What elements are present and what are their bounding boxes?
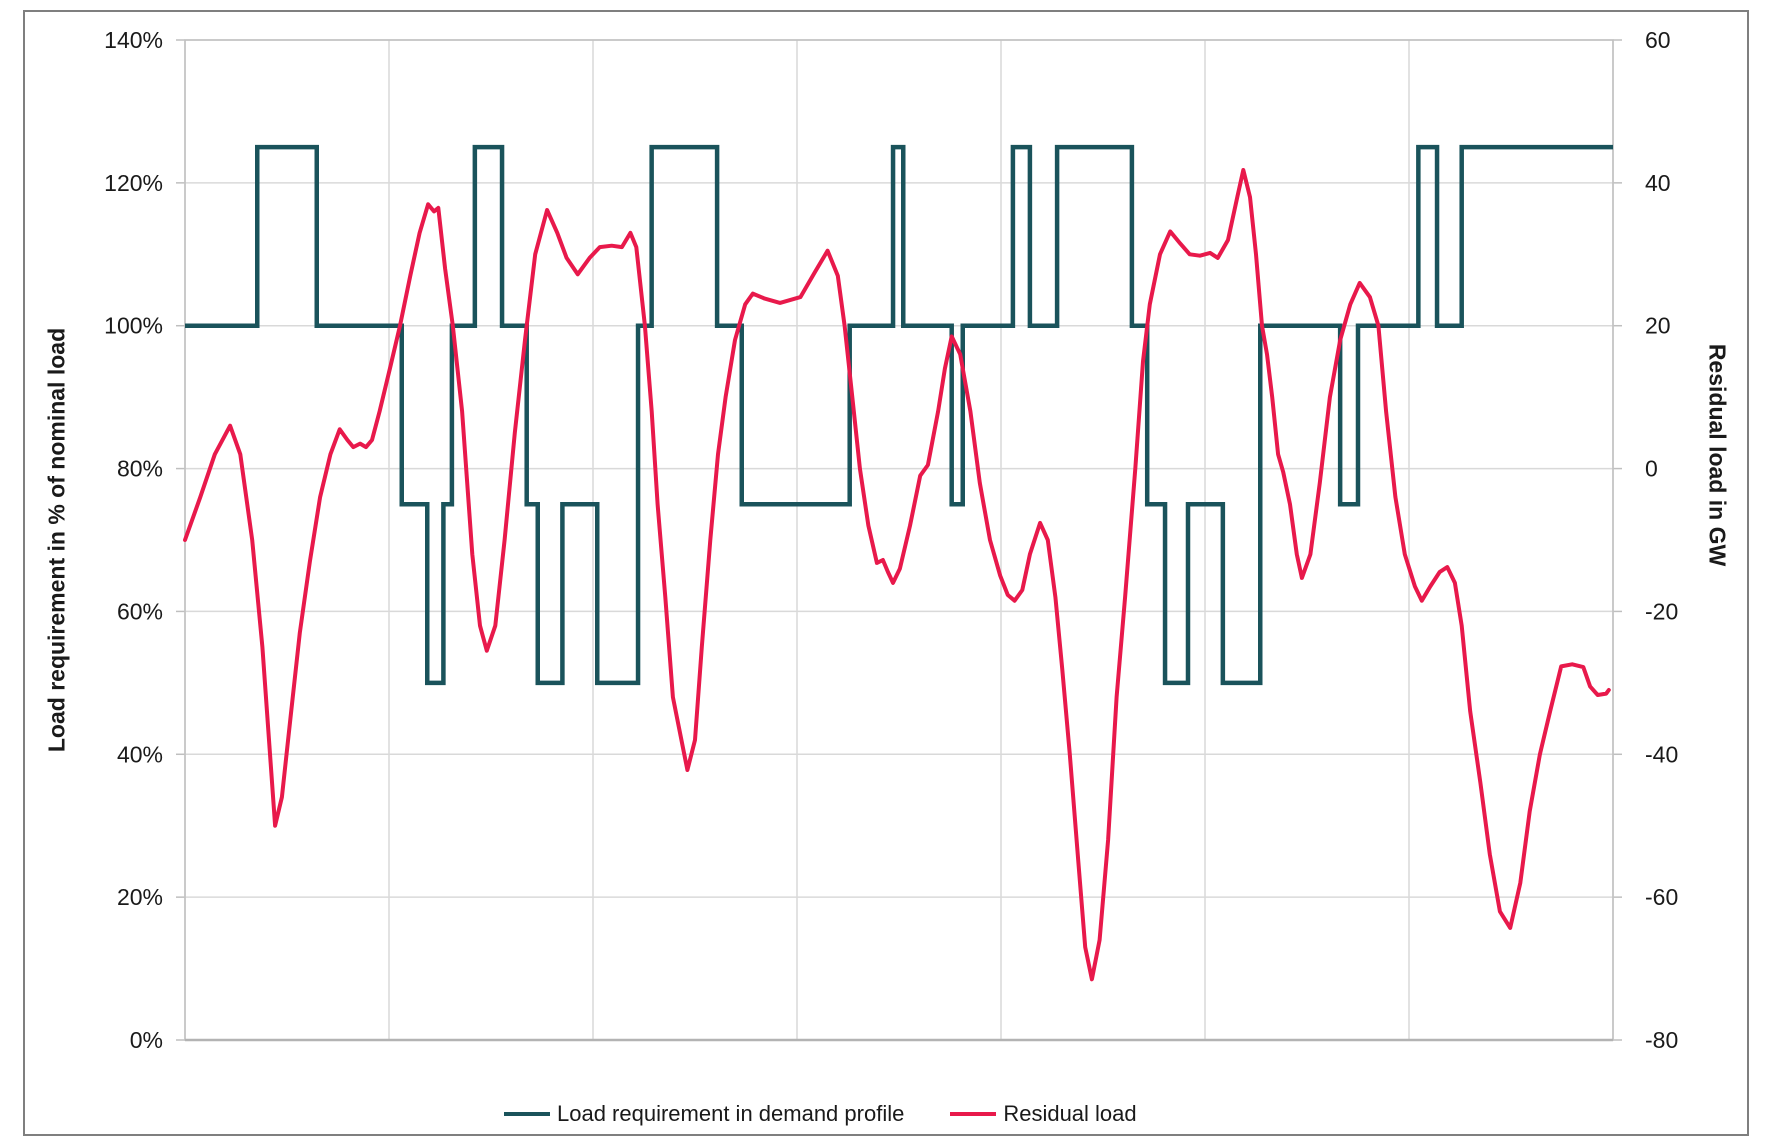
right-tick-label: 40 — [1645, 170, 1671, 196]
left-tick-label: 100% — [104, 313, 163, 339]
right-tick-label: 0 — [1645, 456, 1658, 482]
legend: Load requirement in demand profile Resid… — [504, 1101, 1183, 1127]
series-residual-load-line — [183, 168, 1611, 982]
right-tick-label: 60 — [1645, 27, 1671, 53]
right-tick-label: -40 — [1645, 741, 1678, 767]
legend-line-demand-icon — [504, 1112, 550, 1116]
left-tick-label: 80% — [117, 456, 163, 482]
left-axis-title: Load requirement in % of nominal load — [43, 327, 70, 753]
left-tick-label: 40% — [117, 741, 163, 767]
left-tick-label: 60% — [117, 598, 163, 624]
right-tick-label: -60 — [1645, 884, 1678, 910]
left-tick-label: 20% — [117, 884, 163, 910]
plot-border — [184, 39, 1614, 1041]
legend-line-residual-icon — [950, 1112, 997, 1116]
left-tick-label: 120% — [104, 170, 163, 196]
legend-label-demand: Load requirement in demand profile — [557, 1101, 905, 1126]
left-tick-label: 0% — [130, 1027, 163, 1053]
right-tick-label: -80 — [1645, 1027, 1678, 1053]
legend-label-residual: Residual load — [1003, 1101, 1137, 1126]
right-axis-title: Residual load in GW — [1704, 343, 1731, 567]
figure-border — [23, 10, 1749, 1136]
right-tick-label: 20 — [1645, 313, 1671, 339]
right-tick-label: -20 — [1645, 598, 1678, 624]
series-demand-profile-line — [185, 144, 1613, 686]
left-tick-label: 140% — [104, 27, 163, 53]
